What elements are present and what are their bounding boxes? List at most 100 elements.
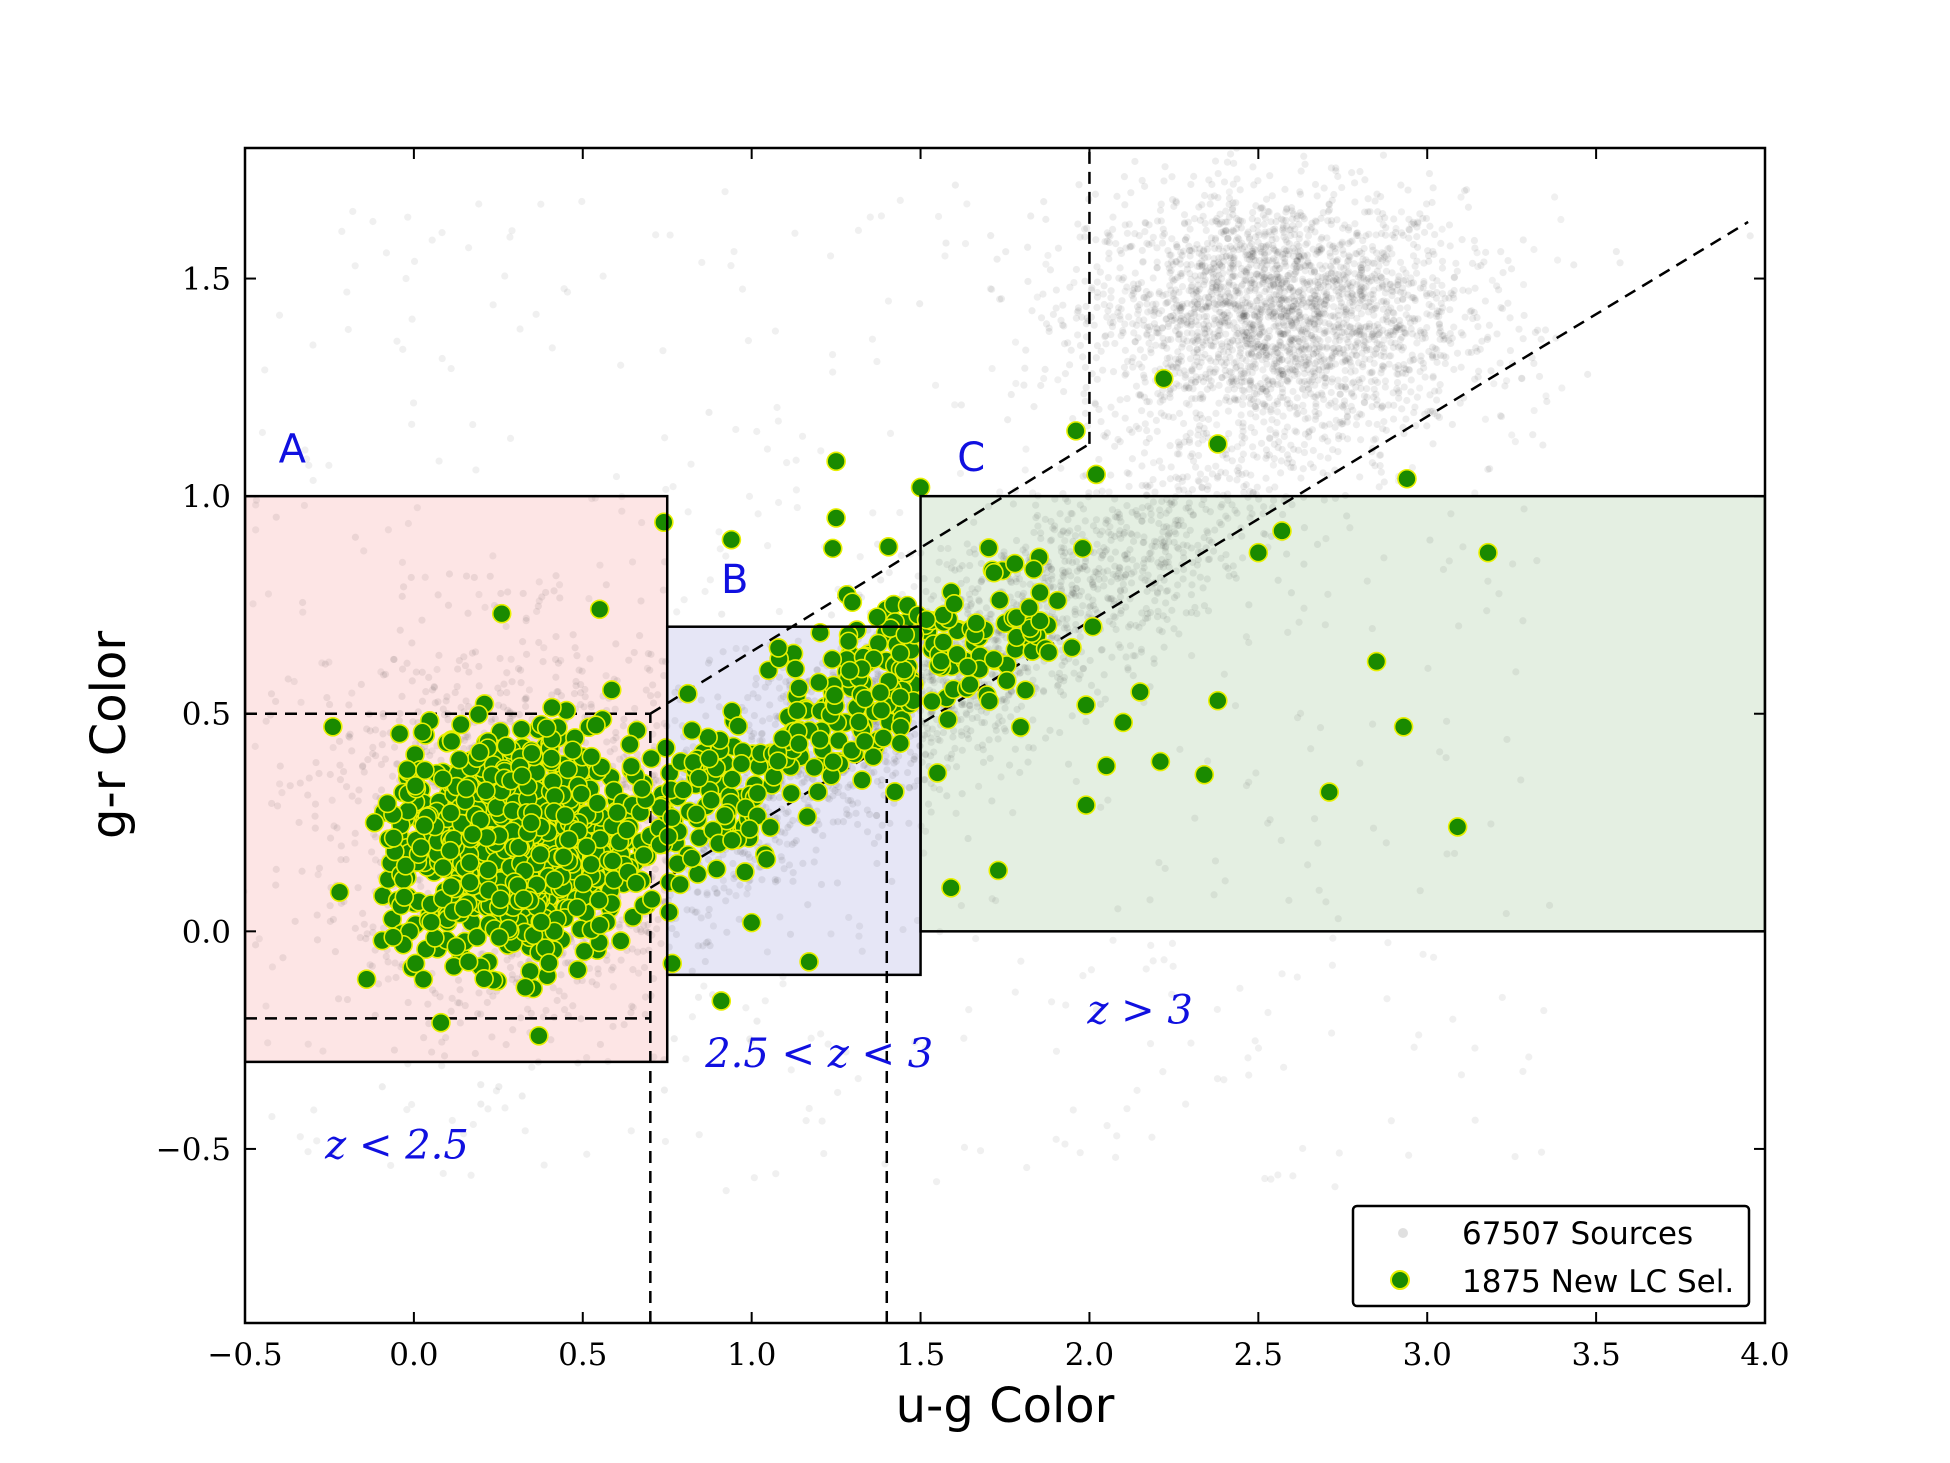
source-point: [1353, 231, 1361, 240]
source-point: [1360, 284, 1368, 292]
source-point: [1291, 358, 1300, 366]
source-point: [1339, 420, 1347, 428]
source-point: [1254, 221, 1262, 230]
source-point: [1111, 339, 1119, 348]
source-point: [1309, 463, 1317, 472]
source-point: [1318, 371, 1326, 379]
source-point: [1493, 282, 1501, 290]
source-point: [1083, 422, 1091, 430]
source-point: [1368, 242, 1377, 251]
source-point: [1239, 423, 1247, 431]
source-point: [1305, 427, 1314, 435]
source-point: [1215, 242, 1223, 250]
source-point: [1208, 180, 1216, 189]
source-point: [1256, 379, 1265, 388]
source-point: [1122, 555, 1130, 563]
source-point: [1296, 293, 1304, 301]
source-point: [1095, 575, 1103, 583]
source-point: [1242, 469, 1250, 477]
source-point: [1037, 314, 1046, 322]
source-point: [1251, 246, 1260, 254]
source-point: [1272, 235, 1280, 243]
source-point: [873, 859, 881, 868]
source-point: [1341, 310, 1349, 319]
source-point: [1296, 253, 1305, 261]
source-point: [1166, 251, 1174, 259]
source-point: [1128, 242, 1136, 250]
source-point: [1025, 743, 1033, 752]
source-point: [1448, 420, 1456, 429]
source-point: [1215, 308, 1224, 316]
source-point: [1174, 330, 1182, 339]
source-point: [1371, 335, 1379, 344]
source-point: [758, 717, 767, 725]
source-point: [1205, 302, 1213, 311]
source-point: [1105, 238, 1113, 247]
source-point: [1456, 399, 1464, 407]
source-point: [1000, 725, 1008, 733]
source-point: [921, 750, 930, 758]
source-point: [1160, 229, 1169, 238]
source-point: [1299, 212, 1307, 220]
source-point: [1107, 471, 1115, 479]
source-point: [1248, 240, 1256, 248]
source-point: [1276, 338, 1284, 346]
source-point: [1390, 309, 1398, 318]
source-point: [1167, 258, 1176, 266]
source-point: [1409, 356, 1417, 364]
source-point: [1360, 392, 1369, 400]
source-point: [1116, 396, 1124, 404]
source-point: [1304, 280, 1312, 289]
source-point: [1125, 425, 1134, 434]
source-point: [1355, 331, 1363, 339]
source-point: [1353, 337, 1361, 345]
source-point: [1313, 278, 1322, 286]
source-point: [1499, 269, 1507, 277]
source-point: [1135, 360, 1143, 368]
source-point: [1289, 366, 1297, 374]
source-point: [1274, 576, 1282, 584]
source-point: [722, 897, 730, 905]
source-point: [1194, 321, 1202, 329]
source-point: [1191, 378, 1200, 386]
source-point: [1106, 232, 1114, 240]
source-point: [1288, 501, 1296, 509]
source-point: [1349, 278, 1357, 287]
source-point: [1093, 303, 1101, 312]
source-point: [1173, 273, 1182, 281]
source-point: [1393, 323, 1401, 331]
source-point: [1232, 358, 1240, 366]
source-point: [1234, 289, 1242, 297]
source-point: [1165, 538, 1173, 546]
source-point: [1034, 522, 1042, 530]
source-point: [1356, 271, 1364, 279]
source-point: [1247, 284, 1255, 292]
source-point: [1156, 506, 1164, 514]
source-point: [1347, 402, 1355, 411]
source-point: [1375, 483, 1383, 491]
source-point: [1290, 262, 1298, 271]
source-point: [1377, 468, 1385, 476]
source-point: [1311, 359, 1319, 368]
source-point: [1423, 422, 1431, 430]
source-point: [1357, 331, 1365, 339]
source-point: [1252, 256, 1260, 265]
source-point: [1371, 197, 1379, 205]
source-point: [1329, 446, 1337, 454]
source-point: [1280, 287, 1289, 296]
source-point: [1394, 370, 1403, 378]
source-point: [1315, 242, 1323, 251]
source-point: [1264, 277, 1272, 285]
source-point: [1334, 447, 1342, 456]
source-point: [1304, 414, 1312, 422]
source-point: [1173, 301, 1181, 309]
source-point: [1317, 310, 1325, 318]
source-point: [1281, 255, 1289, 263]
source-point: [1255, 272, 1263, 280]
source-point: [1250, 181, 1258, 189]
source-point: [1160, 412, 1168, 420]
source-point: [1351, 220, 1359, 228]
source-point: [1188, 450, 1196, 458]
source-point: [1436, 351, 1445, 359]
source-point: [994, 735, 1002, 743]
